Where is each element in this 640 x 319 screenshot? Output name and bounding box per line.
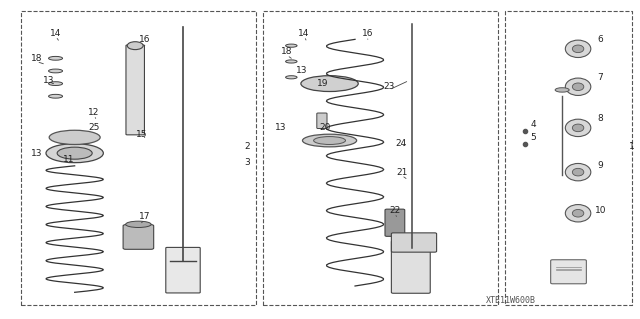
Ellipse shape [565,204,591,222]
Ellipse shape [46,144,103,163]
Ellipse shape [555,88,569,92]
Ellipse shape [125,221,151,227]
Text: 24: 24 [396,139,406,148]
Ellipse shape [49,69,63,73]
Text: 13: 13 [275,123,286,132]
Ellipse shape [285,60,297,63]
Text: 20: 20 [319,123,331,132]
Text: 16: 16 [139,35,150,44]
Text: 3: 3 [244,158,250,167]
Text: 7: 7 [598,73,604,82]
FancyBboxPatch shape [392,233,436,252]
Ellipse shape [565,119,591,137]
Ellipse shape [49,94,63,98]
Ellipse shape [565,163,591,181]
Text: 12: 12 [88,108,99,116]
Ellipse shape [565,40,591,57]
Ellipse shape [49,82,63,85]
Ellipse shape [49,130,100,145]
Ellipse shape [572,83,584,91]
Text: 18: 18 [31,54,42,63]
Text: 19: 19 [317,79,329,88]
Ellipse shape [49,56,63,60]
Text: 18: 18 [281,48,292,56]
Text: 17: 17 [139,212,150,221]
Ellipse shape [572,210,584,217]
Text: 11: 11 [63,155,74,164]
FancyBboxPatch shape [385,209,404,236]
Text: 16: 16 [362,28,374,38]
Ellipse shape [285,76,297,79]
Text: 1: 1 [629,142,635,151]
Text: 2: 2 [244,142,250,151]
FancyBboxPatch shape [123,225,154,249]
Ellipse shape [127,42,143,50]
Text: 8: 8 [598,114,604,123]
Text: 22: 22 [389,206,400,215]
Ellipse shape [314,137,346,145]
Text: 9: 9 [598,161,604,170]
Text: 21: 21 [396,168,407,177]
Text: 10: 10 [595,206,606,215]
FancyBboxPatch shape [392,241,430,293]
Text: 13: 13 [44,76,55,85]
Ellipse shape [303,134,356,147]
Text: 13: 13 [296,66,308,76]
Text: 23: 23 [383,82,394,91]
Text: XTE11W600B: XTE11W600B [486,296,536,305]
Text: 14: 14 [298,28,310,38]
Ellipse shape [565,78,591,95]
Ellipse shape [572,168,584,176]
Ellipse shape [285,44,297,47]
Text: 6: 6 [598,35,604,44]
Text: 13: 13 [31,149,42,158]
Ellipse shape [572,45,584,53]
Ellipse shape [301,76,358,92]
Ellipse shape [572,124,584,132]
FancyBboxPatch shape [126,45,145,135]
Text: 14: 14 [50,28,61,38]
FancyBboxPatch shape [166,248,200,293]
FancyBboxPatch shape [550,260,586,284]
Text: 25: 25 [88,123,99,132]
Ellipse shape [57,147,92,159]
Text: 4: 4 [531,120,536,129]
FancyBboxPatch shape [317,113,327,129]
Text: 5: 5 [531,133,536,142]
Text: 15: 15 [136,130,147,139]
